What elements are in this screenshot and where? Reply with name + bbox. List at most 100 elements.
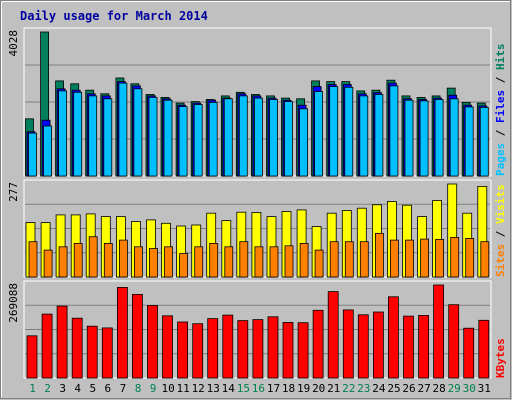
- bar-sites-day-15: [239, 241, 249, 278]
- panel-visits-legend-text: Sites / Visits: [494, 184, 507, 277]
- chart-title: Daily usage for March 2014: [20, 9, 208, 23]
- bar-sites-day-6: [103, 242, 113, 278]
- bar-pages-day-24: [374, 94, 384, 177]
- bar-kbytes-day-5: [86, 325, 98, 379]
- day-label-17: 17: [267, 382, 280, 395]
- bar-sites-day-20: [314, 249, 324, 278]
- bar-kbytes-day-10: [162, 315, 173, 379]
- bar-sites-day-23: [359, 241, 369, 278]
- day-label-22: 22: [342, 382, 355, 395]
- day-label-10: 10: [161, 382, 174, 395]
- day-label-1: 1: [29, 382, 36, 395]
- bar-sites-day-12: [194, 246, 204, 278]
- day-label-14: 14: [222, 382, 236, 395]
- day-label-28: 28: [432, 382, 445, 395]
- bar-pages-day-10: [163, 99, 173, 177]
- bar-sites-day-8: [133, 246, 143, 278]
- bar-pages-day-4: [73, 91, 83, 177]
- day-label-23: 23: [357, 382, 370, 395]
- bar-sites-day-10: [164, 246, 173, 278]
- bar-pages-day-27: [419, 100, 429, 177]
- bar-pages-day-1: [28, 132, 37, 177]
- day-label-7: 7: [120, 382, 127, 395]
- legend-hits: Hits: [494, 44, 507, 71]
- bar-sites-day-9: [149, 248, 158, 278]
- bar-pages-day-12: [193, 104, 203, 177]
- bar-pages-day-7: [118, 82, 128, 177]
- bar-sites-day-27: [420, 238, 430, 278]
- bar-pages-day-9: [148, 97, 158, 177]
- bar-kbytes-day-7: [117, 286, 128, 379]
- bar-sites-day-2: [43, 249, 53, 278]
- bar-pages-day-28: [434, 99, 444, 177]
- bar-sites-day-26: [405, 239, 414, 278]
- day-label-15: 15: [237, 382, 250, 395]
- day-label-13: 13: [207, 382, 220, 395]
- legend-separator: /: [494, 224, 507, 244]
- bar-pages-day-11: [178, 106, 188, 177]
- bar-kbytes-day-11: [177, 321, 189, 379]
- panel-hits-legend: Pages / Files / Hits: [494, 44, 507, 177]
- day-label-9: 9: [150, 382, 157, 395]
- bar-kbytes-day-28: [433, 284, 445, 379]
- legend-sites: Sites: [494, 244, 507, 277]
- day-label-6: 6: [104, 382, 111, 395]
- bar-pages-day-17: [269, 99, 278, 177]
- legend-separator: /: [494, 123, 507, 143]
- panel-hits-legend-text: Pages / Files / Hits: [494, 44, 507, 177]
- bar-sites-day-7: [119, 239, 128, 278]
- bar-sites-day-1: [28, 241, 38, 278]
- bar-kbytes-day-13: [207, 318, 219, 379]
- bar-sites-day-17: [269, 246, 279, 278]
- legend-kbytes: KBytes: [494, 338, 507, 378]
- day-label-24: 24: [372, 382, 386, 395]
- bar-sites-day-31: [480, 241, 490, 278]
- bar-kbytes-day-2: [41, 313, 53, 379]
- bar-sites-day-4: [73, 242, 83, 278]
- panel-visits-ymax-label: 277: [7, 182, 20, 202]
- bar-sites-day-19: [299, 242, 309, 278]
- bar-kbytes-day-24: [372, 311, 384, 379]
- bar-pages-day-23: [359, 95, 369, 177]
- bar-sites-day-25: [389, 239, 399, 278]
- bar-pages-day-29: [449, 98, 459, 177]
- bar-pages-day-21: [329, 86, 339, 177]
- bar-pages-day-3: [58, 90, 67, 177]
- bar-kbytes-day-21: [327, 291, 339, 379]
- bar-kbytes-day-1: [26, 335, 38, 379]
- panel-hits-ymax-label: 4028: [7, 30, 20, 57]
- bar-kbytes-day-4: [71, 317, 83, 379]
- bar-pages-day-2: [43, 125, 52, 177]
- bar-kbytes-day-27: [418, 314, 430, 379]
- bar-pages-day-16: [253, 97, 263, 177]
- bar-kbytes-day-8: [131, 293, 143, 379]
- day-label-20: 20: [312, 382, 325, 395]
- bar-pages-day-19: [299, 108, 309, 177]
- bar-sites-day-28: [435, 238, 445, 278]
- day-label-4: 4: [74, 382, 81, 395]
- bar-kbytes-day-19: [297, 322, 309, 379]
- day-label-12: 12: [192, 382, 205, 395]
- bar-sites-day-24: [374, 232, 384, 278]
- panel-kbytes-ymax-label: 269088: [7, 283, 20, 323]
- bar-sites-day-5: [88, 236, 98, 278]
- bar-pages-day-25: [389, 85, 399, 177]
- legend-visits: Visits: [494, 184, 507, 224]
- day-labels: 1 2 3 4 5 6 7 8 9 10 11 12 13 14 15 16 17 18 19 20 21 22 23 24 2…: [29, 382, 491, 395]
- bar-pages-day-13: [208, 102, 218, 177]
- panel-kbytes-bars: [26, 284, 490, 379]
- bar-kbytes-day-17: [267, 316, 279, 379]
- panel-hits-bars: [25, 31, 489, 177]
- bar-sites-day-21: [329, 241, 339, 278]
- day-label-16: 16: [252, 382, 265, 395]
- bar-kbytes-day-30: [463, 327, 475, 379]
- day-label-30: 30: [463, 382, 476, 395]
- panel-visits-legend: Sites / Visits: [494, 184, 507, 277]
- bar-kbytes-day-29: [448, 304, 460, 379]
- panel-visits-bars: [25, 183, 490, 278]
- bar-kbytes-day-20: [312, 309, 324, 379]
- legend-pages: Pages: [494, 143, 507, 176]
- bar-pages-day-31: [479, 107, 489, 177]
